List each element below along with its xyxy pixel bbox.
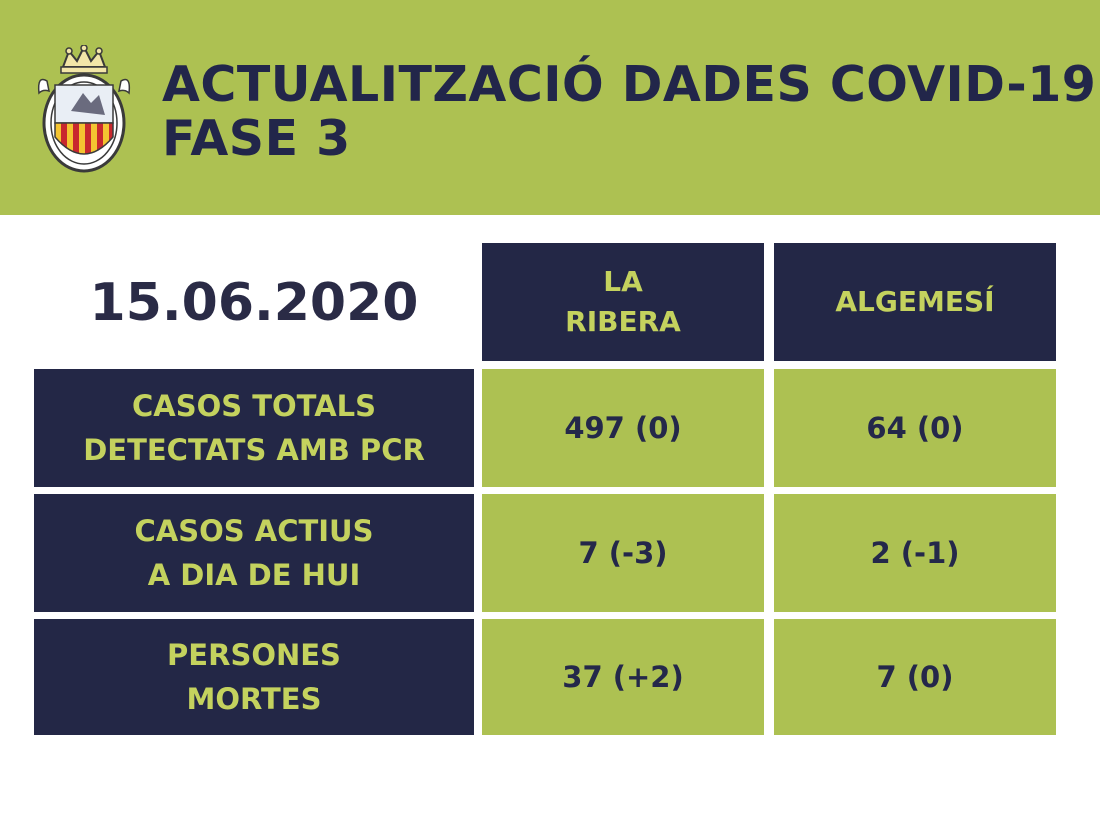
value-la-ribera-persones-mortes: 37 (+2)	[482, 619, 764, 735]
column-header-algemesi: ALGEMESÍ	[774, 243, 1056, 361]
title-line-2: FASE 3	[162, 110, 351, 167]
value-algemesi-persones-mortes: 7 (0)	[774, 619, 1056, 735]
page-title: ACTUALITZACIÓ DADES COVID-19 FASE 3	[162, 58, 1096, 166]
row-label-persones-mortes: PERSONES MORTES	[34, 619, 474, 735]
town-crest-logo	[37, 45, 131, 173]
report-date: 15.06.2020	[89, 272, 419, 333]
value-algemesi-casos-totals: 64 (0)	[774, 369, 1056, 487]
value-la-ribera-casos-actius: 7 (-3)	[482, 494, 764, 612]
row-label-casos-actius: CASOS ACTIUS A DIA DE HUI	[34, 494, 474, 612]
title-line-1: ACTUALITZACIÓ DADES COVID-19	[162, 56, 1097, 113]
value-algemesi-casos-actius: 2 (-1)	[774, 494, 1056, 612]
value-la-ribera-casos-totals: 497 (0)	[482, 369, 764, 487]
row-label-casos-totals: CASOS TOTALS DETECTATS AMB PCR	[34, 369, 474, 487]
column-header-la-ribera: LA RIBERA	[482, 243, 764, 361]
header-banner: ACTUALITZACIÓ DADES COVID-19 FASE 3	[0, 0, 1100, 215]
